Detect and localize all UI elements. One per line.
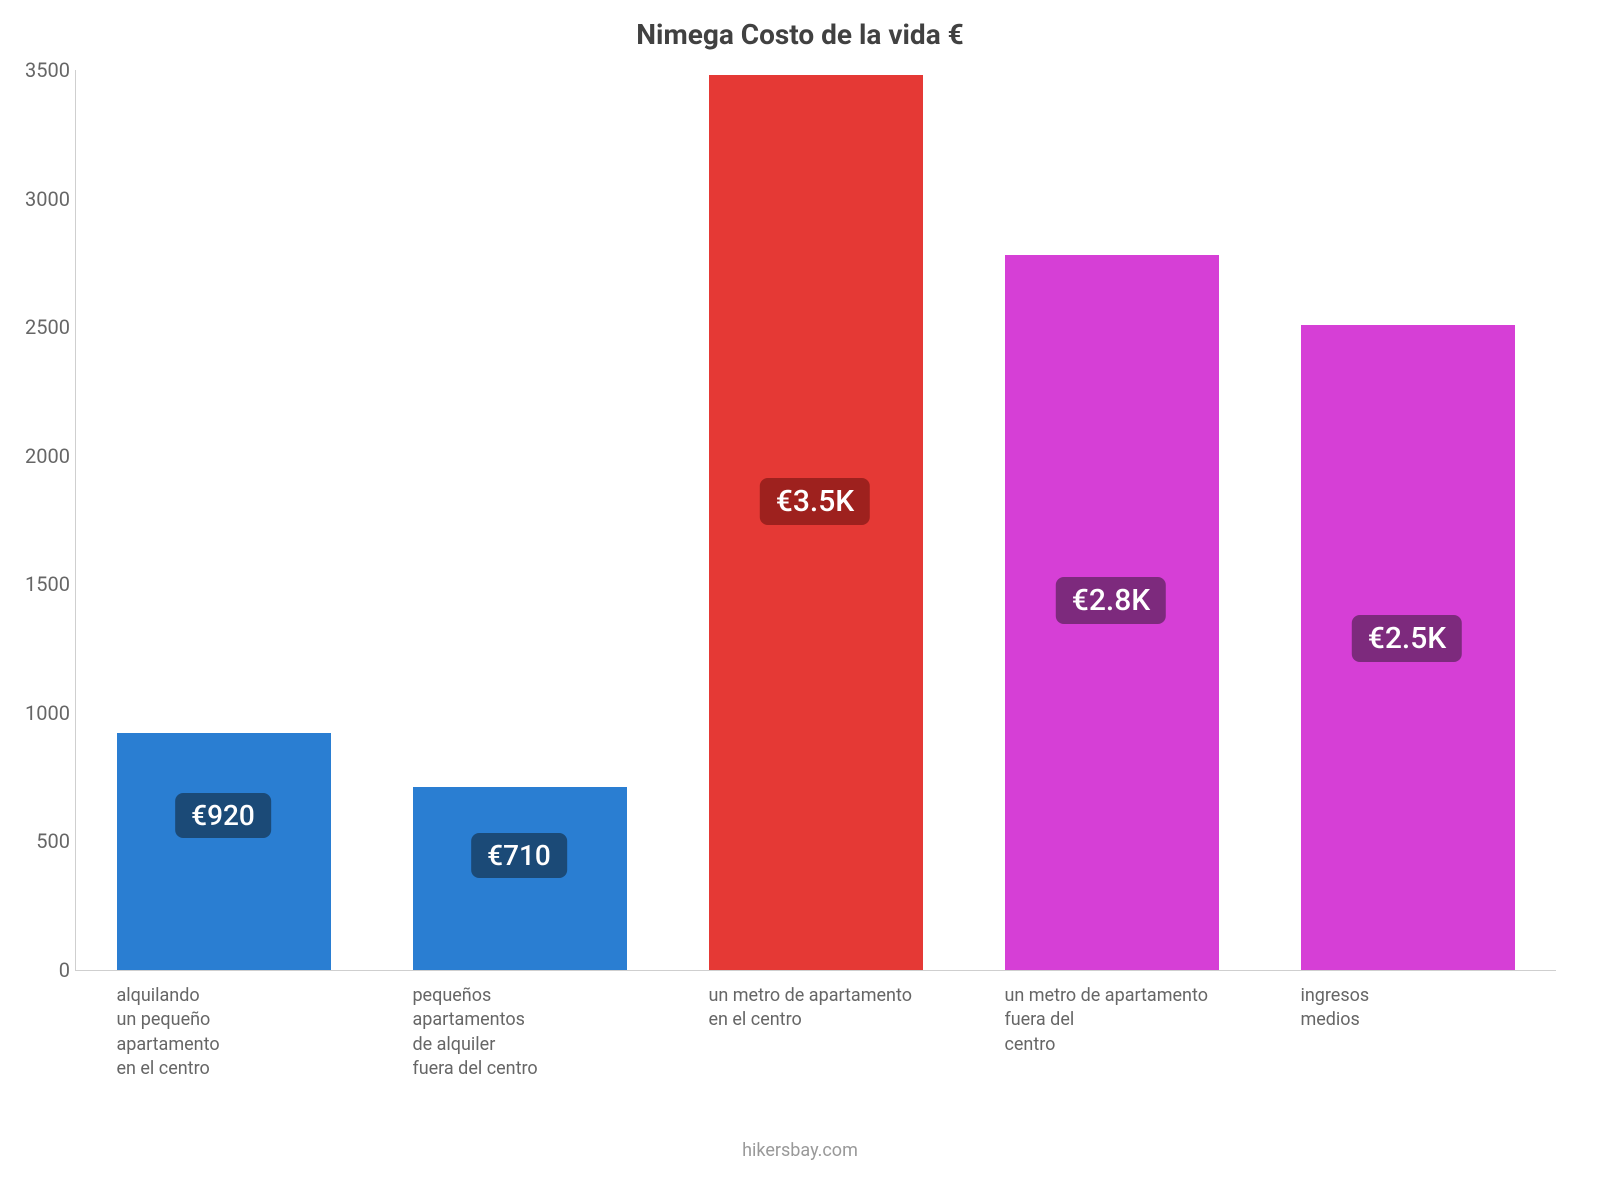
attribution: hikersbay.com <box>0 1140 1600 1161</box>
y-tick-label: 1500 <box>25 572 70 596</box>
y-tick-label: 2000 <box>25 444 70 468</box>
y-tick-label: 2500 <box>25 315 70 339</box>
value-label: €710 <box>471 833 567 878</box>
x-tick-label: un metro de apartamento fuera del centro <box>1004 984 1257 1057</box>
value-label: €920 <box>175 793 271 838</box>
bar <box>117 733 330 970</box>
value-label: €2.5K <box>1352 615 1462 662</box>
y-tick-label: 0 <box>59 958 70 982</box>
value-label: €3.5K <box>760 478 870 525</box>
y-tick-label: 3000 <box>25 187 70 211</box>
bar <box>413 787 626 970</box>
x-tick-label: alquilando un pequeño apartamento en el … <box>116 984 369 1081</box>
x-tick-label: pequeños apartamentos de alquiler fuera … <box>412 984 665 1081</box>
y-tick-label: 1000 <box>25 701 70 725</box>
y-tick-label: 3500 <box>25 58 70 82</box>
x-tick-label: ingresos medios <box>1300 984 1553 1033</box>
y-tick-label: 500 <box>36 829 70 853</box>
x-tick-label: un metro de apartamento en el centro <box>708 984 961 1033</box>
chart-title: Nimega Costo de la vida € <box>0 18 1600 51</box>
chart-container: Nimega Costo de la vida € hikersbay.com … <box>0 0 1600 1200</box>
value-label: €2.8K <box>1056 577 1166 624</box>
